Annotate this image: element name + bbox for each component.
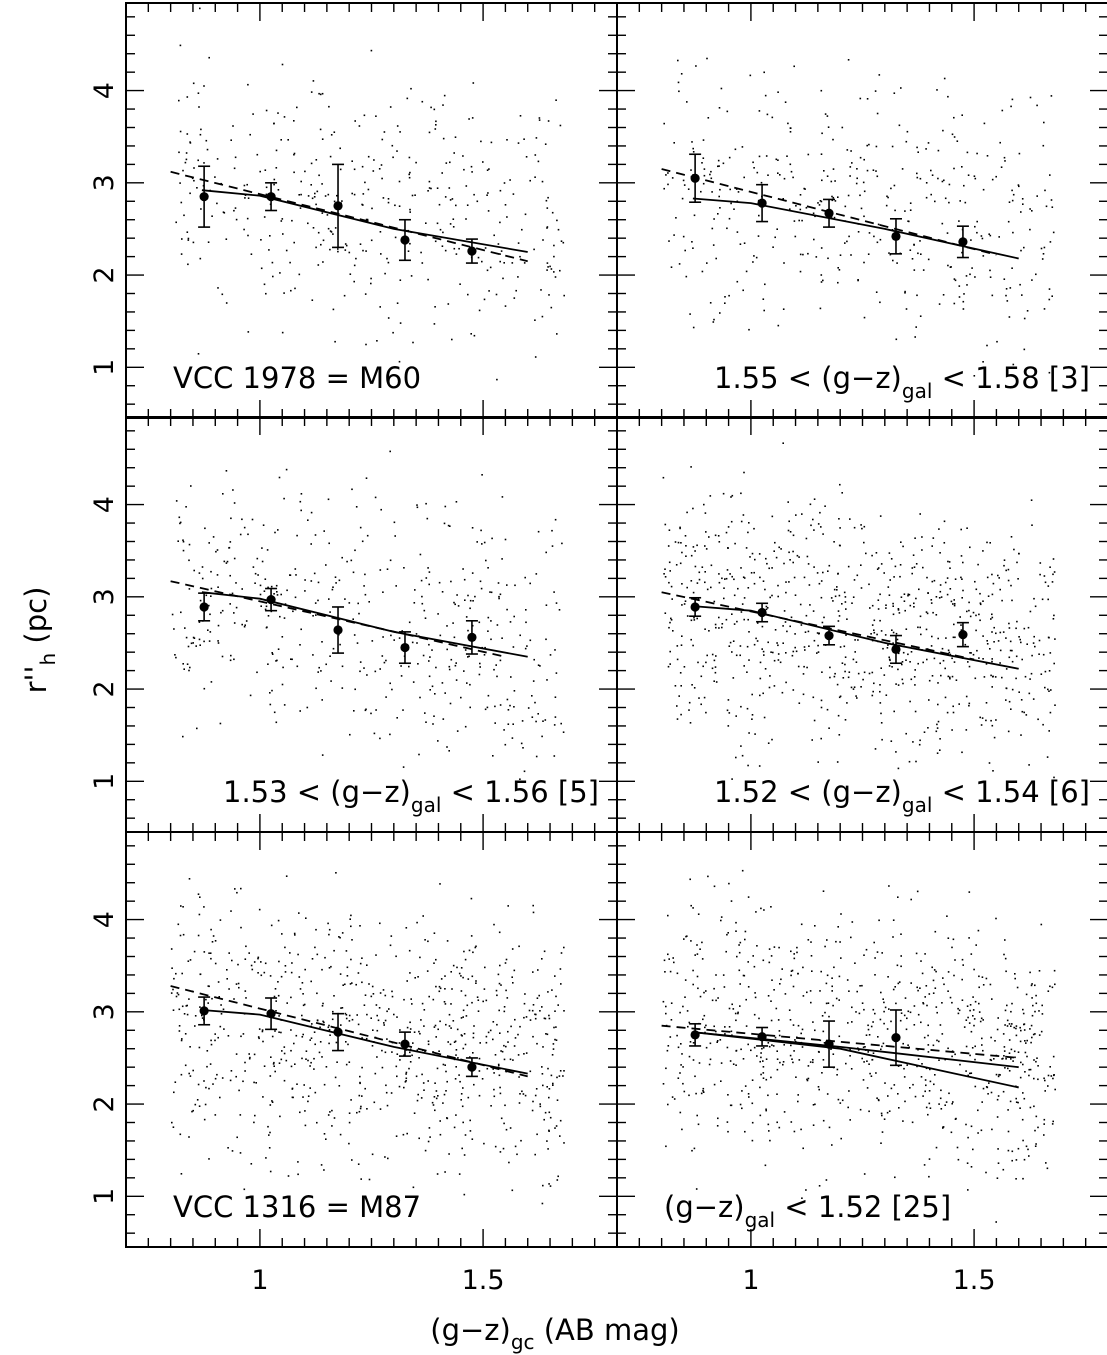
x-ticks <box>147 417 618 832</box>
panel-label: VCC 1978 = M60 <box>173 361 421 395</box>
x-axis-title: (g−z)gc (AB mag) <box>430 1313 680 1354</box>
y-ticks <box>617 16 1107 405</box>
binned-mean-point <box>689 1023 702 1047</box>
scatter-points <box>171 450 565 780</box>
x-tick-label: 1 <box>251 1265 268 1296</box>
binned-mean-point <box>823 1020 836 1068</box>
binned-mean-point <box>956 225 969 259</box>
binned-mean-point <box>465 238 478 264</box>
binned-mean-point <box>889 634 902 665</box>
y-tick-label: 2 <box>89 266 120 283</box>
binned-mean-point <box>689 153 702 203</box>
binned-mean-point <box>198 592 211 622</box>
panel-frame <box>616 416 1107 833</box>
y-tick-label: 2 <box>89 1095 120 1112</box>
y-tick-label: 2 <box>89 680 120 697</box>
y-tick-label: 4 <box>89 496 120 513</box>
y-tick-label: 3 <box>89 174 120 191</box>
dashed-model-line <box>170 170 528 263</box>
y-tick-label: 3 <box>89 588 120 605</box>
panel-frame <box>616 831 1107 1248</box>
binned-mean-point <box>756 1026 769 1047</box>
x-ticks <box>147 832 618 1247</box>
y-ticks <box>126 845 617 1234</box>
x-ticks <box>638 832 1087 1247</box>
scatter-points <box>662 442 1056 780</box>
solid-model-line <box>201 1009 528 1075</box>
binned-mean-point <box>689 596 702 618</box>
binned-mean-point <box>398 631 411 665</box>
y-tick-label: 4 <box>89 911 120 928</box>
binned-mean-point <box>265 997 278 1031</box>
y-tick-label: 3 <box>89 1003 120 1020</box>
panel-6: 1 1.5 (g−z)gal < 1.52 [25] <box>616 831 1107 1296</box>
x-tick-label: 1.5 <box>953 1265 996 1296</box>
y-tick-label: 1 <box>89 1188 120 1205</box>
x-tick-label: 1 <box>742 1265 759 1296</box>
scatter-points <box>170 872 565 1205</box>
binned-mean-point <box>265 587 278 612</box>
scatter-points <box>175 7 565 381</box>
binned-mean-point <box>332 163 345 249</box>
panel-4: 1.52 < (g−z)gal < 1.54 [6] <box>616 416 1107 833</box>
x-ticks <box>638 3 1087 418</box>
binned-mean-point <box>823 198 836 228</box>
panel-3: 1 2 3 4 1.53 < (g−z)gal < 1.56 [5] <box>89 416 618 833</box>
x-ticks <box>147 3 618 418</box>
dashed-model-line <box>661 591 975 661</box>
panel-2: 1.55 < (g−z)gal < 1.58 [3] <box>616 2 1107 419</box>
panel-label: 1.52 < (g−z)gal < 1.54 [6] <box>714 775 1090 817</box>
dashed-model-line <box>170 985 528 1078</box>
binned-mean-point <box>332 1012 345 1052</box>
panel-label: (g−z)gal < 1.52 [25] <box>664 1190 951 1232</box>
y-axis-title: r''h (pc) <box>19 587 60 694</box>
scatter-points <box>662 869 1056 1223</box>
panel-frame <box>125 416 618 833</box>
binned-mean-point <box>198 165 211 228</box>
y-tick-label: 4 <box>89 82 120 99</box>
binned-mean-point <box>465 620 478 655</box>
binned-mean-point <box>956 621 969 648</box>
binned-mean-point <box>889 1009 902 1067</box>
panel-frame <box>125 831 618 1248</box>
y-ticks <box>617 845 1107 1234</box>
binned-mean-point <box>265 182 278 212</box>
binned-mean-point <box>889 218 902 255</box>
binned-mean-point <box>823 625 836 646</box>
panel-frame <box>125 2 618 419</box>
binned-mean-point <box>198 996 211 1026</box>
panel-label: VCC 1316 = M87 <box>173 1190 421 1224</box>
solid-model-line <box>692 605 1019 670</box>
panel-label: 1.55 < (g−z)gal < 1.58 [3] <box>714 361 1090 403</box>
y-ticks <box>617 430 1107 819</box>
y-ticks <box>126 430 617 819</box>
y-tick-label: 1 <box>89 359 120 376</box>
panel-frame <box>616 2 1107 419</box>
solid-model-line <box>201 189 528 253</box>
binned-mean-point <box>332 606 345 654</box>
x-tick-label: 1.5 <box>462 1265 505 1296</box>
solid-model-line <box>692 197 1019 260</box>
y-tick-label: 1 <box>89 773 120 790</box>
dashed-model-line <box>661 1024 1019 1059</box>
panel-5: 1 2 3 4 1 1.5 VCC 1316 = M87 <box>89 831 618 1296</box>
binned-mean-point <box>398 218 411 262</box>
panel-1: 1 2 3 4 VCC 1978 = M60 <box>89 2 618 419</box>
binned-mean-point <box>398 1031 411 1057</box>
y-ticks <box>126 16 617 405</box>
panel-label: 1.53 < (g−z)gal < 1.56 [5] <box>223 775 599 817</box>
binned-mean-point <box>465 1057 478 1078</box>
scatter-points <box>663 57 1055 377</box>
x-ticks <box>638 417 1087 832</box>
binned-mean-point <box>756 183 769 223</box>
solid-model-line-2 <box>692 1031 1019 1089</box>
binned-mean-point <box>756 602 769 623</box>
